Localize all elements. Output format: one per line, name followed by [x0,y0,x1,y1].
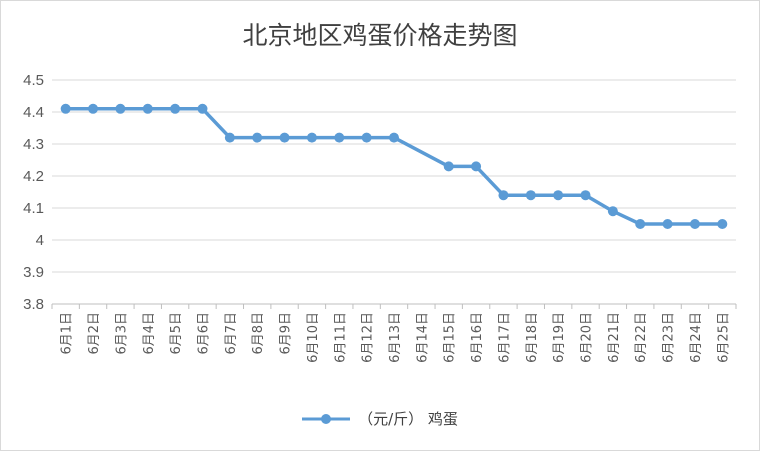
data-point [580,190,591,201]
data-point [525,190,536,201]
data-point [553,190,564,201]
x-tick-label: 6月7日 [224,312,239,355]
data-point [252,132,263,143]
x-tick-label: 6月14日 [415,312,430,363]
data-point [443,161,454,172]
data-point [170,103,181,114]
data-point [635,219,646,229]
data-point [471,161,482,172]
x-tick-label: 6月5日 [169,312,184,355]
x-tick-label: 6月8日 [251,312,266,355]
x-tick-label: 6月10日 [306,312,321,363]
x-tick-label: 6月11日 [333,312,348,363]
data-point [717,219,728,229]
data-point [197,103,208,114]
y-tick-label: 3.8 [23,296,44,313]
data-point [115,103,126,114]
x-tick-label: 6月25日 [716,312,731,363]
data-point [88,103,99,114]
y-tick-label: 4.4 [23,104,44,121]
x-tick-label: 6月4日 [142,312,157,355]
x-tick-label: 6月24日 [689,312,704,363]
y-tick-label: 4 [36,232,44,249]
x-tick-label: 6月22日 [634,312,649,363]
chart-title: 北京地区鸡蛋价格走势图 [242,21,518,50]
x-tick-label: 6月1日 [60,312,75,355]
x-tick-label: 6月16日 [470,312,485,363]
x-tick-label: 6月21日 [607,312,622,363]
data-point [334,132,345,143]
data-point [142,103,153,114]
legend-label: （元/斤） 鸡蛋 [358,410,458,428]
y-tick-label: 4.2 [23,168,44,185]
x-tick-label: 6月13日 [388,312,403,363]
data-point [389,132,399,143]
x-tick-label: 6月2日 [87,312,102,355]
x-tick-label: 6月18日 [525,312,540,363]
x-tick-label: 6月6日 [196,312,211,355]
x-tick-label: 6月20日 [580,312,595,363]
x-tick-label: 6月17日 [497,312,512,363]
data-point [224,132,235,143]
x-tick-label: 6月23日 [662,312,677,363]
data-point [498,190,509,201]
x-tick-label: 6月15日 [443,312,458,363]
data-point [279,132,290,143]
series-line [65,107,723,226]
data-point [60,103,71,114]
data-point [361,132,372,143]
y-tick-label: 4.5 [23,72,44,89]
y-tick-label: 3.9 [23,264,44,281]
legend-swatch [302,413,351,424]
data-point [306,132,317,143]
x-tick-label: 6月19日 [552,312,567,363]
y-tick-label: 4.1 [23,200,44,217]
x-tick-label: 6月12日 [361,312,376,363]
x-tick-label: 6月9日 [279,312,294,355]
legend: （元/斤） 鸡蛋 [0,408,760,429]
data-point [607,206,618,217]
x-tick-label: 6月3日 [114,312,129,355]
y-tick-label: 4.3 [23,136,44,153]
data-point [662,219,673,229]
data-point [689,219,700,229]
